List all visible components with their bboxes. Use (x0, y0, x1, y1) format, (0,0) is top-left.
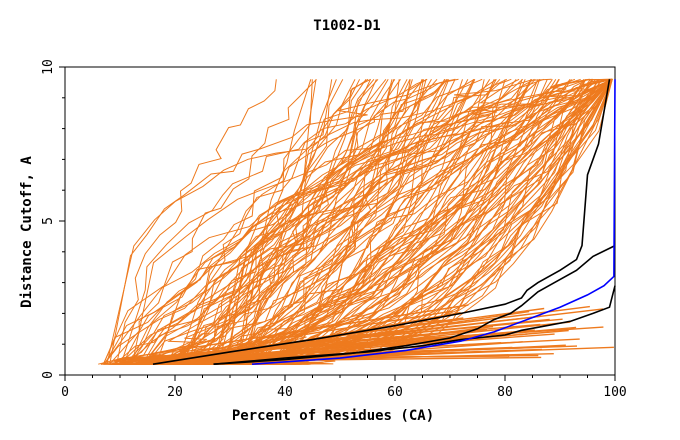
x-tick-label: 100 (603, 385, 626, 400)
black-model-1-line (152, 79, 611, 365)
model-curve (118, 304, 469, 360)
model-curve (200, 79, 396, 365)
model-curve (109, 78, 459, 365)
model-curve (142, 78, 483, 365)
model-curve (240, 78, 596, 365)
model-curve (247, 78, 589, 365)
model-curve (129, 78, 369, 365)
model-curve (181, 78, 545, 365)
model-curve (192, 310, 530, 362)
model-curve (225, 78, 613, 365)
model-curve (106, 78, 552, 365)
black-model-3-line (213, 244, 616, 365)
model-curve (233, 78, 536, 365)
y-tick-label: 10 (41, 59, 56, 75)
x-axis-label: Percent of Residues (CA) (232, 408, 434, 424)
highlighted-curves (152, 79, 616, 365)
model-curve (240, 78, 613, 365)
model-curve (116, 79, 277, 365)
model-curve (175, 355, 473, 360)
model-curve (165, 79, 613, 365)
model-curve (122, 78, 317, 365)
model-curve (136, 79, 367, 365)
model-curve (103, 78, 590, 365)
x-tick-label: 20 (167, 385, 183, 400)
x-tick-label: 60 (387, 385, 403, 400)
model-curve (159, 333, 555, 364)
chart-title: T1002-D1 (313, 18, 380, 34)
model-curve (124, 326, 604, 360)
model-curve (109, 78, 535, 365)
model-curve (186, 79, 413, 365)
x-tick-label: 40 (277, 385, 293, 400)
model-curve (188, 78, 456, 365)
model-curve (118, 78, 524, 365)
model-curves (98, 78, 614, 365)
model-curve (201, 78, 428, 365)
model-curve (172, 78, 379, 365)
model-curve (151, 310, 453, 360)
blue-reference-line (251, 79, 616, 365)
x-tick-label: 0 (61, 385, 69, 400)
model-curve (226, 78, 591, 365)
model-curve (185, 79, 393, 365)
y-tick-label: 5 (41, 217, 56, 225)
model-curve (175, 78, 371, 365)
model-curve (239, 78, 613, 365)
model-curve (191, 329, 535, 360)
y-axis-label: Distance Cutoff, A (19, 156, 35, 308)
model-curve (104, 78, 613, 365)
axes: 0 20 40 60 80 100 0 5 10 (41, 59, 627, 400)
x-tick-label: 80 (497, 385, 513, 400)
model-curve (124, 78, 501, 365)
model-curve (237, 78, 613, 365)
y-tick-label: 0 (41, 371, 56, 379)
model-curve (126, 78, 613, 365)
